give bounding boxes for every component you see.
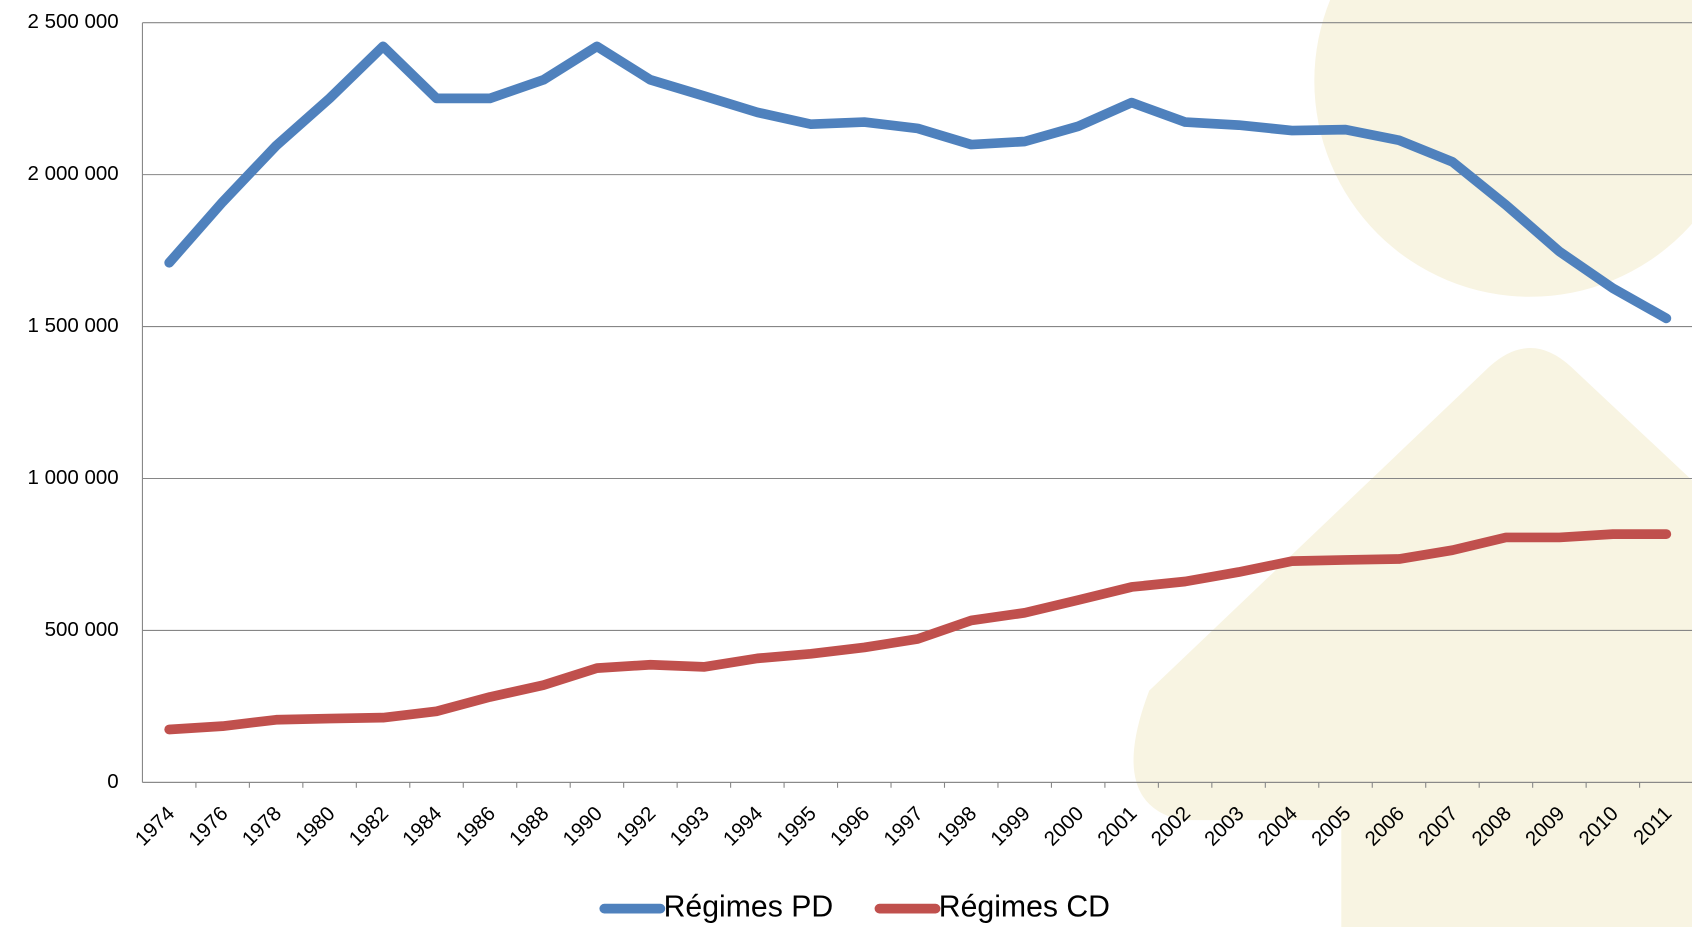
decor-circle (1314, 0, 1692, 297)
page: {"chart_data": {"type": "line", "categor… (0, 0, 1692, 927)
x-tick-label: 1998 (933, 802, 982, 851)
y-tick-label: 500 000 (45, 618, 119, 641)
x-tick-label: 1997 (879, 802, 928, 851)
y-tick-label: 0 (107, 770, 118, 793)
x-tick-label: 1994 (719, 802, 768, 851)
y-tick-label: 2 500 000 (27, 10, 118, 33)
y-tick-label: 2 000 000 (27, 162, 118, 185)
x-tick-label: 1984 (398, 802, 447, 851)
x-tick-label: 1976 (184, 802, 233, 851)
x-tick-label: 1996 (826, 802, 875, 851)
y-tick-label: 1 000 000 (27, 466, 118, 489)
chart: 0 500 000 1 000 000 1 500 000 2 000 000 2 500… (0, 0, 1692, 927)
x-tick-label: 2000 (1040, 802, 1089, 851)
x-tick-label: 1988 (505, 802, 554, 851)
x-tick-label: 1980 (291, 802, 340, 851)
x-tick-label: 1993 (665, 802, 714, 851)
x-tick-label: 1990 (558, 802, 607, 851)
legend-text: Régimes CD (939, 891, 1110, 924)
y-tick-label: 1 500 000 (27, 314, 118, 337)
x-tick-label: 1974 (131, 802, 180, 851)
x-tick-label: 1992 (612, 802, 661, 851)
background-decoration (1134, 0, 1692, 927)
x-tick-label: 2001 (1093, 802, 1142, 851)
x-tick-label: 1982 (345, 802, 394, 851)
x-tick-label: 1995 (772, 802, 821, 851)
legend-text: Régimes PD (664, 891, 834, 924)
x-tick-label: 1978 (238, 802, 287, 851)
x-tick-label: 1986 (451, 802, 500, 851)
x-tick-label: 1999 (986, 802, 1035, 851)
